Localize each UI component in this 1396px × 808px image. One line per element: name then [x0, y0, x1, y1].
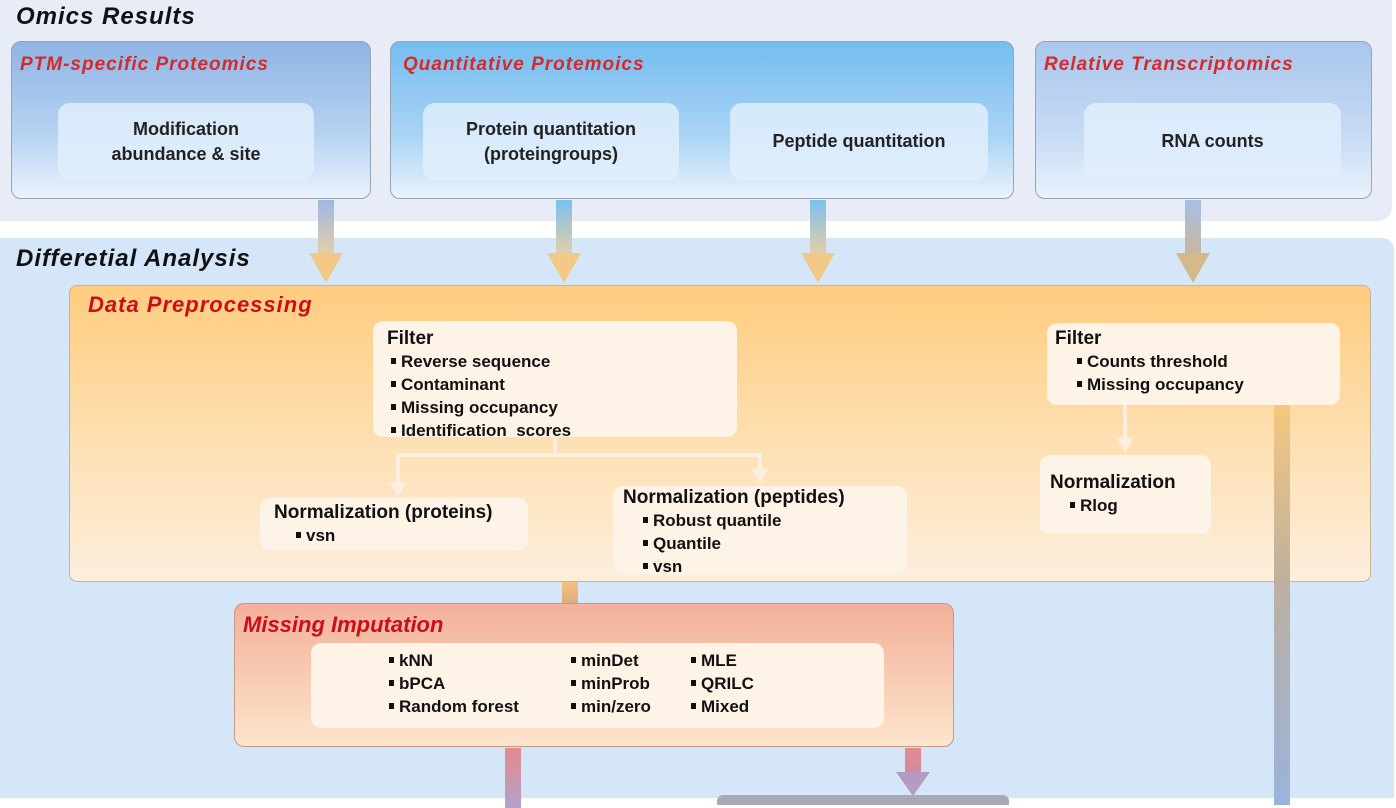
peptide-quantitation-box: Peptide quantitation: [730, 103, 988, 180]
list-item: QRILC: [687, 672, 754, 695]
list-item: vsn: [292, 524, 514, 547]
label: abundance & site: [111, 143, 261, 164]
normalization-rna-box: Normalization Rlog: [1040, 455, 1211, 534]
label: (proteingroups): [484, 143, 618, 164]
modification-abundance-box: Modification abundance & site: [58, 103, 314, 180]
ptm-title: PTM-specific Proteomics: [20, 54, 269, 75]
list-item: minDet: [567, 649, 687, 672]
list-item: Identification scores: [387, 419, 723, 442]
connector-line: [396, 453, 400, 485]
arrow-down-icon: [1274, 405, 1290, 805]
filter-heading: Filter: [1055, 328, 1102, 349]
connector-line: [758, 453, 762, 471]
normalization-heading: Normalization (peptides): [623, 487, 845, 508]
arrow-down-icon: [505, 748, 521, 808]
methods-col-1: kNN bPCA Random forest: [385, 649, 567, 728]
label: Modification: [132, 118, 239, 139]
rna-counts-box: RNA counts: [1084, 103, 1341, 180]
omics-results-title: Omics Results: [16, 3, 196, 30]
missing-imputation-title: Missing Imputation: [243, 612, 444, 637]
list-item: Counts threshold: [1073, 350, 1332, 373]
data-preprocessing-title: Data Preprocessing: [88, 292, 313, 317]
arrow-down-icon: [751, 469, 769, 483]
normalization-heading: Normalization: [1050, 472, 1176, 493]
protein-quantitation-box: Protein quantitation (proteingroups): [423, 103, 679, 180]
connector-line: [553, 437, 557, 455]
arrow-down-icon: [1176, 200, 1210, 283]
arrow-down-icon: [389, 482, 407, 496]
list-item: MLE: [687, 649, 754, 672]
differential-analysis-title: Differetial Analysis: [16, 245, 251, 272]
quant-title: Quantitative Protemoics: [403, 54, 645, 75]
list-item: Quantile: [639, 532, 897, 555]
list-item: Missing occupancy: [387, 396, 723, 419]
normalization-proteins-box: Normalization (proteins) vsn: [260, 498, 528, 550]
list-item: vsn: [639, 555, 897, 578]
label: Protein quantitation: [466, 118, 636, 139]
rna-title: Relative Transcriptomics: [1044, 54, 1294, 75]
list-item: bPCA: [385, 672, 567, 695]
next-step-box: [717, 795, 1009, 805]
list-item: kNN: [385, 649, 567, 672]
list-item: min/zero: [567, 695, 687, 718]
list-item: Robust quantile: [639, 509, 897, 532]
connector-line: [396, 453, 762, 457]
arrow-down-icon: [309, 200, 343, 283]
methods-col-3: MLE QRILC Mixed: [687, 649, 754, 728]
filter-proteomics-box: Filter Reverse sequence Contaminant Miss…: [373, 321, 737, 440]
list-item: Reverse sequence: [387, 350, 723, 373]
normalization-heading: Normalization (proteins): [274, 502, 493, 523]
normalization-peptides-box: Normalization (peptides) Robust quantile…: [613, 486, 907, 576]
connector-line: [1123, 405, 1127, 439]
arrow-down-icon: [1116, 437, 1134, 453]
list-item: minProb: [567, 672, 687, 695]
list-item: Contaminant: [387, 373, 723, 396]
imputation-methods-box: kNN bPCA Random forest minDet minProb mi…: [311, 643, 884, 728]
list-item: Missing occupancy: [1073, 373, 1332, 396]
methods-col-2: minDet minProb min/zero: [567, 649, 687, 728]
filter-rna-box: Filter Counts threshold Missing occupanc…: [1047, 323, 1340, 405]
list-item: Random forest: [385, 695, 567, 718]
arrow-down-icon: [896, 748, 930, 796]
arrow-down-icon: [801, 200, 835, 283]
list-item: Rlog: [1066, 494, 1201, 517]
arrow-down-icon: [547, 200, 581, 283]
list-item: Mixed: [687, 695, 754, 718]
filter-heading: Filter: [387, 328, 434, 349]
